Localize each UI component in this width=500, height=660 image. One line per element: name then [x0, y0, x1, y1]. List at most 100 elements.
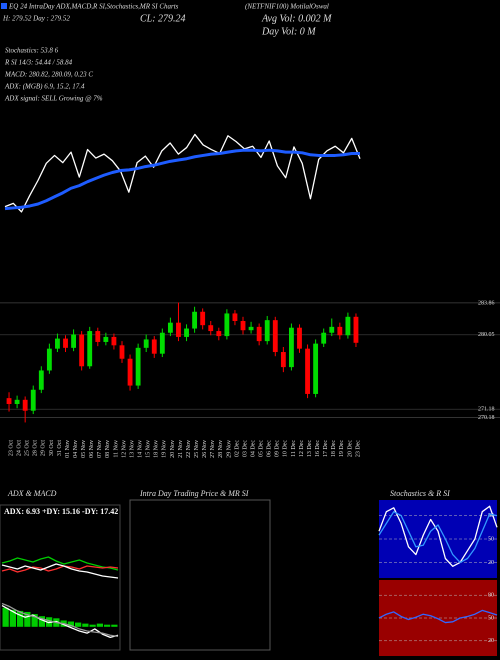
x-tick-label: 25 Nov	[194, 440, 200, 458]
candle-body	[305, 348, 310, 394]
x-tick-label: 11 Nov	[113, 440, 119, 458]
logo-square	[1, 3, 7, 9]
histogram-bar	[75, 622, 82, 627]
x-tick-label: 20 Dec	[347, 440, 353, 457]
candle-body	[143, 339, 149, 348]
candle-body	[200, 311, 206, 326]
histogram-bar	[104, 624, 111, 627]
header-symbol: (NETFNIF100) MotilalOswal	[245, 3, 329, 11]
series-line	[4, 133, 361, 213]
candle-body	[240, 320, 246, 331]
y-tick-label: 80	[488, 593, 494, 599]
candle-body	[95, 331, 101, 342]
x-tick-label: 29 Nov	[226, 440, 232, 458]
header-close: CL: 279.24	[140, 13, 186, 24]
histogram-bar	[24, 611, 31, 627]
candle-body	[248, 326, 254, 331]
series-line	[1, 565, 119, 573]
histogram-bar	[2, 607, 9, 627]
x-tick-label: 12 Nov	[121, 440, 127, 458]
y-tick-label: 20	[488, 638, 494, 644]
stat-line: ADX signal: SELL Growing @ 7%	[4, 95, 103, 103]
series-line	[4, 148, 360, 211]
candle-body	[353, 316, 359, 343]
candle-body	[289, 327, 294, 368]
y-tick-label: 50	[488, 615, 494, 621]
candle-body	[280, 352, 286, 368]
candle-body	[22, 399, 28, 411]
series-line	[378, 505, 498, 567]
x-tick-label: 13 Nov	[129, 440, 135, 458]
x-tick-label: 18 Nov	[154, 440, 160, 458]
candle-body	[256, 326, 262, 342]
candle-body	[30, 389, 36, 411]
y-tick-label: 20	[488, 560, 494, 566]
candle-body	[46, 348, 52, 371]
x-tick-label: 13 Dec	[307, 440, 313, 457]
candle-body	[135, 347, 141, 386]
intra-panel-frame	[129, 499, 271, 651]
stat-line: MACD: 280.82, 280.09, 0.23 C	[4, 71, 93, 79]
x-tick-label: 24 Oct	[16, 440, 22, 456]
x-tick-label: 19 Nov	[162, 440, 168, 458]
histogram-bar	[67, 621, 74, 627]
candle-body	[297, 327, 302, 349]
panel-title: ADX & MACD	[7, 489, 57, 498]
x-tick-label: 16 Dec	[315, 440, 321, 457]
candle-body	[159, 332, 165, 354]
series-line	[1, 602, 119, 637]
candle-body	[111, 336, 117, 346]
x-tick-label: 23 Dec	[355, 440, 361, 457]
candle-body	[63, 338, 68, 348]
x-tick-label: 11 Dec	[291, 440, 297, 457]
x-tick-label: 15 Nov	[146, 440, 152, 458]
histogram-bar	[82, 623, 89, 627]
header-title: EQ 24 IntraDay ADX,MACD,R SI,Stochastics…	[8, 3, 179, 11]
x-tick-label: 28 Oct	[33, 440, 39, 456]
candle-body	[216, 331, 222, 337]
candle-body	[224, 313, 230, 337]
x-tick-label: 25 Oct	[25, 440, 31, 456]
candle-body	[6, 398, 12, 405]
header-avg-vol: Avg Vol: 0.002 M	[261, 13, 332, 24]
x-tick-label: 18 Dec	[331, 440, 337, 457]
x-tick-label: 21 Nov	[178, 440, 184, 458]
x-tick-label: 04 Dec	[250, 440, 256, 457]
candle-body	[151, 339, 157, 354]
candle-body	[71, 334, 76, 348]
candle-body	[103, 336, 109, 342]
header-day: H: 279.52 Day : 279.52	[2, 15, 70, 23]
histogram-bar	[89, 624, 96, 627]
candle-body	[79, 334, 85, 367]
histogram-bar	[17, 610, 24, 627]
x-tick-label: 06 Nov	[89, 440, 95, 458]
candle-body	[184, 328, 189, 337]
candle-body	[345, 316, 351, 336]
x-tick-label: 01 Nov	[65, 440, 71, 458]
y-tick-label: 280.05	[478, 332, 495, 338]
adx-panel-frame	[0, 504, 121, 651]
x-tick-label: 26 Nov	[202, 440, 208, 458]
series-line	[1, 563, 119, 579]
stat-line: R SI 14/3: 54.44 / 58.84	[4, 59, 73, 67]
histogram-bar	[31, 614, 38, 627]
panel-background	[379, 580, 497, 656]
panel-title: Intra Day Trading Price & MR SI	[139, 489, 249, 498]
candle-body	[38, 370, 44, 390]
candle-body	[321, 332, 327, 344]
series-line	[378, 511, 498, 564]
candle-body	[208, 325, 214, 332]
y-tick-label: 271.18	[478, 407, 495, 413]
x-tick-label: 29 Oct	[41, 440, 47, 456]
panel-background	[379, 500, 497, 578]
stat-line: Stochastics: 53.8 6	[5, 47, 59, 55]
x-tick-label: 10 Dec	[283, 440, 289, 457]
x-tick-label: 22 Nov	[186, 440, 192, 458]
y-tick-label: 80	[488, 513, 494, 519]
x-tick-label: 28 Nov	[218, 440, 224, 458]
candle-body	[337, 326, 343, 336]
panel-subtitle: ADX: 6.93 +DY: 15.16 -DY: 17.42	[4, 507, 118, 516]
candle-body	[313, 343, 319, 394]
candle-body	[55, 338, 60, 349]
